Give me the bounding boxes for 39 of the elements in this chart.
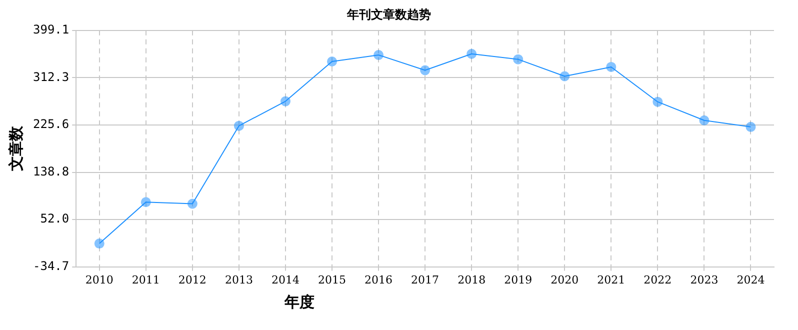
point	[746, 122, 756, 132]
point	[140, 197, 151, 208]
chart-title: 年刊文章数趋势	[346, 7, 431, 22]
x-tick-label: 2015	[318, 273, 346, 286]
y-axis-title: 文章数	[6, 125, 25, 172]
x-tick-label: 2016	[364, 273, 393, 286]
point	[652, 96, 663, 107]
point	[606, 62, 616, 72]
point	[699, 115, 710, 126]
x-tick-label: 2017	[411, 273, 440, 286]
x-tick-label: 2024	[736, 273, 765, 286]
point	[420, 65, 430, 76]
x-tick-label: 2018	[458, 273, 486, 286]
x-tick-label: 2012	[178, 273, 206, 286]
point	[94, 238, 104, 249]
point	[374, 50, 384, 60]
y-tick-label: 138.8	[33, 164, 70, 178]
x-tick-label: 2021	[597, 273, 626, 286]
point	[513, 54, 524, 64]
point	[187, 198, 198, 209]
y-tick-label: -34.7	[33, 258, 70, 273]
x-tick-label: 2019	[504, 273, 532, 286]
x-tick-label: 2011	[132, 273, 160, 286]
x-tick-label: 2010	[85, 273, 114, 286]
point	[560, 71, 570, 82]
x-tick-label: 2020	[550, 273, 579, 286]
x-tick-label: 2014	[271, 273, 300, 286]
point	[327, 56, 338, 67]
x-tick-label: 2023	[690, 273, 718, 286]
y-tick-label: 225.6	[33, 117, 70, 132]
point	[234, 120, 244, 131]
y-tick-label: 52.0	[40, 212, 70, 226]
x-tick-label: 2013	[224, 273, 253, 286]
point	[280, 96, 290, 106]
x-axis-title: 年度	[283, 292, 314, 311]
y-tick-label: 312.3	[33, 70, 70, 84]
x-tick-label: 2022	[644, 273, 672, 286]
y-tick-label: 399.1	[33, 22, 70, 37]
point	[466, 48, 477, 59]
